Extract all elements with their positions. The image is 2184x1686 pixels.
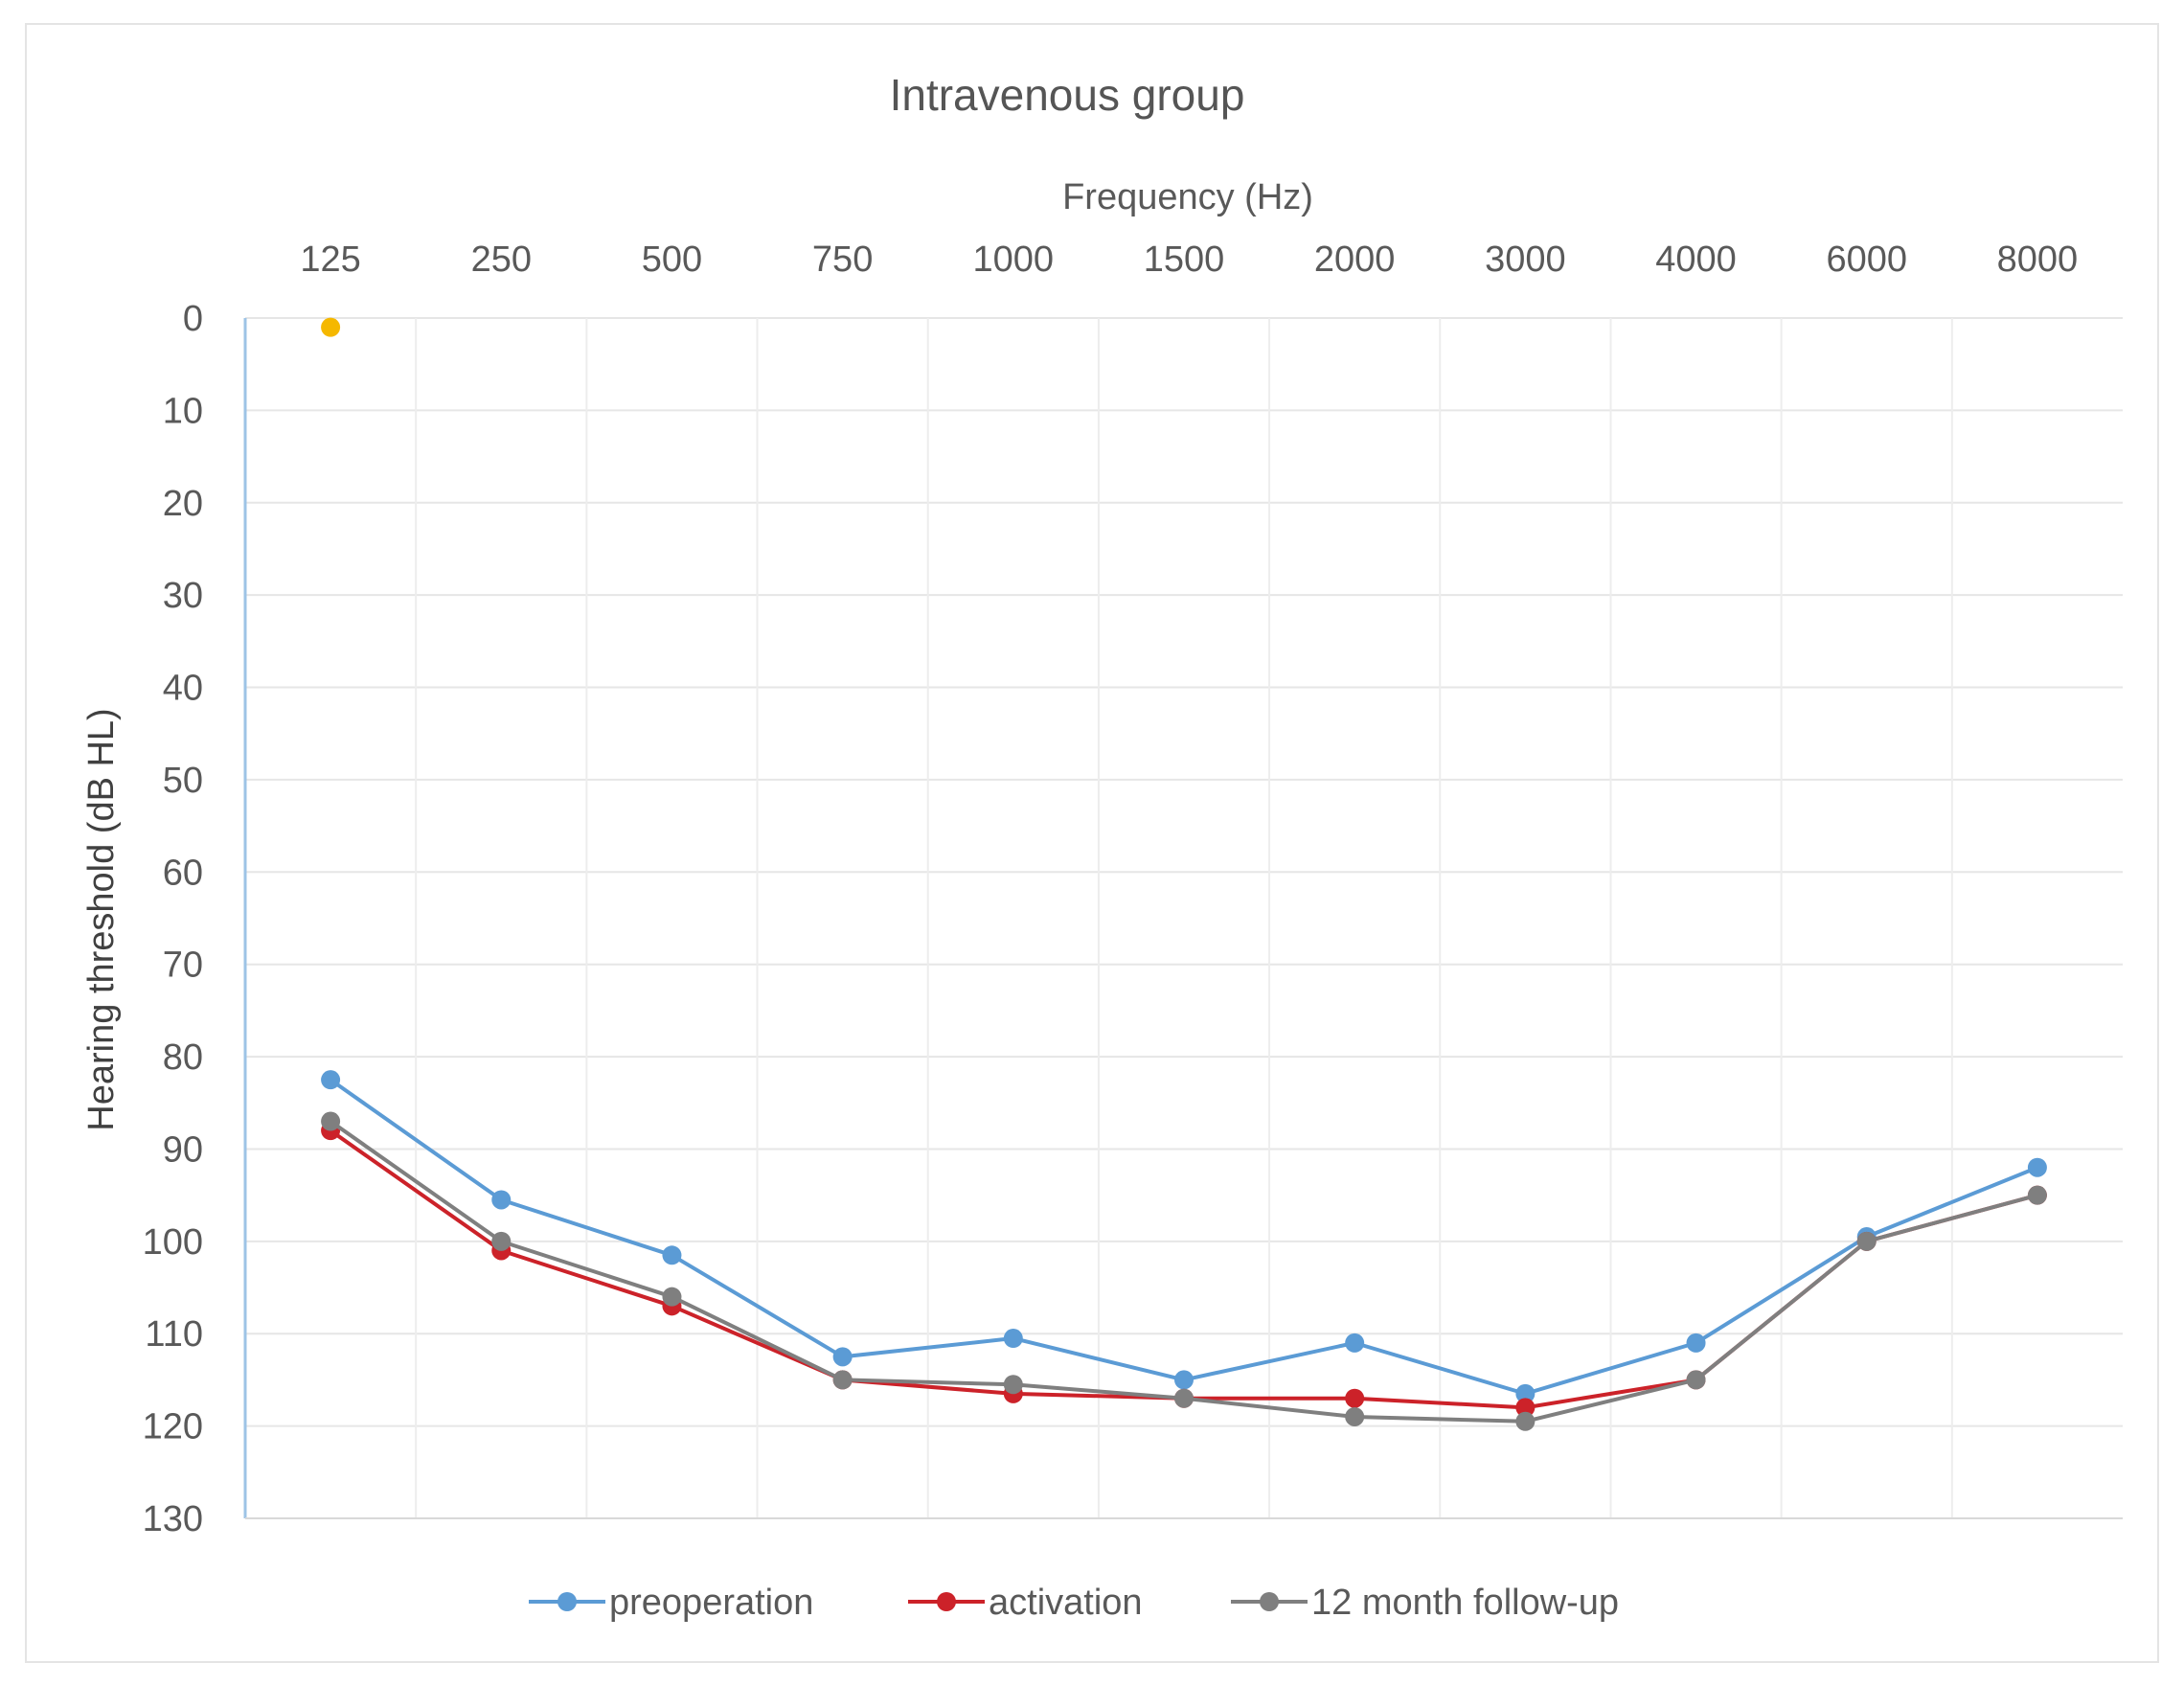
y-tick-labels: 0 10 20 30 40 50 60 70 80 90 100 110 120 130 — [143, 299, 203, 1539]
data-point — [1515, 1383, 1536, 1403]
legend-label: preoperation — [609, 1583, 813, 1623]
legend: preoperation activation 12 month follow-up — [529, 1583, 1619, 1623]
data-point — [2027, 1157, 2047, 1177]
y-tick-label: 130 — [143, 1499, 203, 1539]
x-tick-label: 1500 — [1144, 239, 1225, 280]
x-tick-label: 750 — [812, 239, 873, 280]
data-point — [321, 1070, 341, 1090]
x-tick-label: 3000 — [1485, 239, 1566, 280]
data-point — [1003, 1375, 1023, 1395]
y-tick-label: 120 — [143, 1407, 203, 1447]
legend-marker — [937, 1592, 956, 1611]
data-point — [1345, 1388, 1365, 1408]
data-point — [1345, 1406, 1365, 1426]
series-group — [321, 317, 2047, 1431]
data-point — [1686, 1370, 1706, 1390]
data-point — [832, 1347, 853, 1367]
y-tick-label: 110 — [145, 1314, 203, 1355]
data-point — [1003, 1329, 1023, 1349]
y-axis-title: Hearing threshold (dB HL) — [81, 708, 122, 1130]
x-tick-label: 500 — [642, 239, 702, 280]
y-tick-label: 90 — [163, 1129, 203, 1170]
data-point — [1686, 1333, 1706, 1353]
x-axis-title: Frequency (Hz) — [1062, 177, 1313, 217]
x-tick-labels: 125 250 500 750 1000 1500 2000 3000 4000 6000 8000 — [300, 239, 2078, 280]
data-point — [1856, 1231, 1877, 1251]
legend-marker — [557, 1592, 577, 1611]
y-tick-label: 10 — [163, 391, 203, 431]
y-tick-label: 80 — [163, 1037, 203, 1078]
legend-label: 12 month follow-up — [1311, 1583, 1619, 1623]
x-tick-label: 4000 — [1655, 239, 1737, 280]
y-tick-label: 100 — [143, 1222, 203, 1263]
y-tick-label: 40 — [163, 669, 203, 709]
x-tick-label: 2000 — [1314, 239, 1396, 280]
y-tick-label: 0 — [183, 299, 203, 339]
data-point — [491, 1231, 512, 1251]
extra-data-point — [321, 317, 341, 337]
data-point — [1515, 1398, 1536, 1418]
data-point — [662, 1287, 682, 1307]
data-point — [2027, 1185, 2047, 1205]
data-point — [1345, 1333, 1365, 1353]
data-point — [662, 1245, 682, 1265]
x-tick-label: 1000 — [973, 239, 1055, 280]
data-point — [1174, 1370, 1194, 1390]
x-tick-label: 250 — [471, 239, 532, 280]
y-tick-label: 50 — [163, 761, 203, 801]
y-tick-label: 60 — [163, 853, 203, 893]
y-tick-label: 30 — [163, 576, 203, 616]
data-point — [1515, 1411, 1536, 1431]
x-tick-label: 125 — [300, 239, 360, 280]
x-tick-label: 6000 — [1826, 239, 1907, 280]
y-tick-label: 70 — [163, 946, 203, 986]
data-point — [491, 1190, 512, 1210]
gridlines — [243, 317, 2123, 1519]
y-tick-label: 20 — [163, 484, 203, 524]
legend-label: activation — [989, 1583, 1143, 1623]
x-tick-label: 8000 — [1997, 239, 2079, 280]
data-point — [1174, 1388, 1194, 1408]
data-point — [321, 1111, 341, 1131]
chart-title: Intravenous group — [890, 70, 1245, 120]
data-point — [832, 1370, 853, 1390]
legend-marker — [1260, 1592, 1279, 1611]
